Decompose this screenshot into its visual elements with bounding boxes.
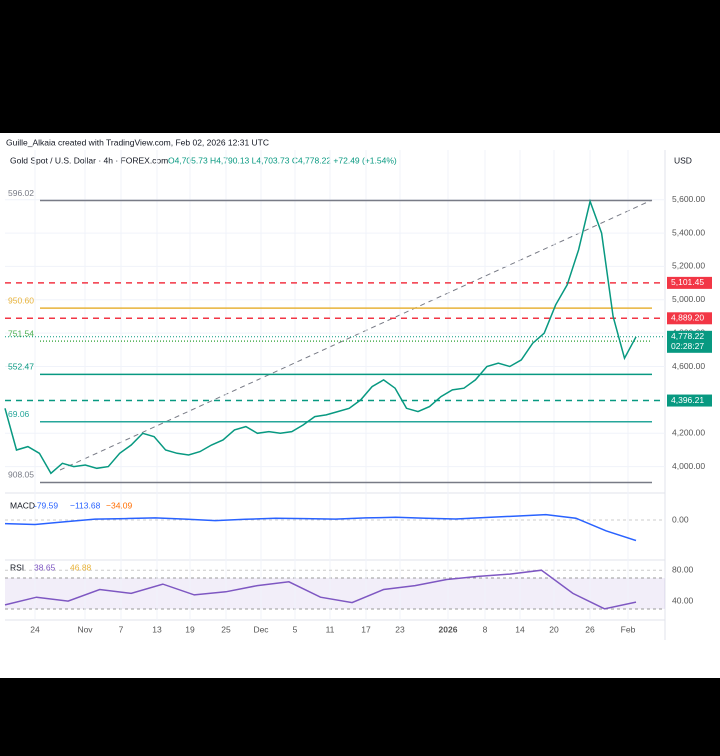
x-tick-label: 7 [119,624,124,634]
level-label: 751.54 [8,328,34,338]
y-tick-label: 4,000.00 [672,461,705,471]
x-tick-label: 13 [152,624,162,634]
pane-title: RSI [10,562,24,572]
pane-reading: −113.68 [70,500,101,510]
credit: Guille_Alkaia created with TradingView.c… [6,137,269,147]
pane-tick: 80.00 [672,564,694,574]
x-tick-label: 8 [483,624,488,634]
x-tick-label: 25 [221,624,231,634]
macd-line [4,513,637,542]
price-tag-label: 4,889.20 [671,313,704,323]
pane-reading: 38.65 [34,562,56,572]
x-tick-label: 24 [30,624,40,634]
level-label: 69.06 [8,409,30,419]
symbol: Gold Spot / U.S. Dollar · 4h · FOREX.com [10,155,168,165]
pane-reading: 46.88 [70,562,92,572]
x-tick-label: 14 [515,624,525,634]
level-label: 596.02 [8,188,34,198]
pane-tick: 40.00 [672,595,694,605]
price-tag [667,276,712,289]
y-tick-label: 5,400.00 [672,227,705,237]
current-label: 4,778.22 [671,331,704,341]
level-label: 950.60 [8,295,34,305]
level-label: 552.47 [8,362,34,372]
ohlc: O4,705.73 H4,790.13 L4,703.73 C4,778.22 … [168,155,397,165]
x-tick-label: Nov [77,624,93,634]
x-tick-label: 2026 [439,624,458,634]
x-tick-label: 11 [326,624,335,634]
x-tick-label: 20 [549,624,559,634]
x-tick-label: 23 [395,624,405,634]
currency: USD [674,155,692,165]
x-tick-label: 19 [185,624,195,634]
logo: 7 [8,650,16,666]
trend-line [59,199,653,471]
pane-title: MACD [10,500,35,510]
level-label: 908.05 [8,470,34,480]
x-tick-label: Feb [621,624,636,634]
y-tick-label: 5,200.00 [672,261,705,271]
y-tick-label: 5,000.00 [672,294,705,304]
pane-tick: 0.00 [672,514,689,524]
price-tag-label: 5,101.45 [671,277,704,287]
x-tick-label: 26 [585,624,595,634]
x-tick-label: 5 [293,624,298,634]
price-tag [667,312,712,325]
rsi-band [5,578,665,609]
countdown: 02:28:27 [671,341,704,351]
price-tag [667,394,712,407]
price-tag-label: 4,396.21 [671,395,704,405]
x-tick-label: 17 [361,624,371,634]
y-tick-label: 4,200.00 [672,428,705,438]
pane-reading: -79.59 [34,500,58,510]
y-tick-label: 5,600.00 [672,194,705,204]
pane-reading: −34.09 [106,500,133,510]
panel [0,133,720,678]
brand: TradingView [30,650,118,667]
y-tick-label: 4,600.00 [672,361,705,371]
current-tag [667,330,712,353]
x-tick-label: Dec [253,624,269,634]
rsi-line [4,569,637,610]
price-line-series [4,198,637,475]
